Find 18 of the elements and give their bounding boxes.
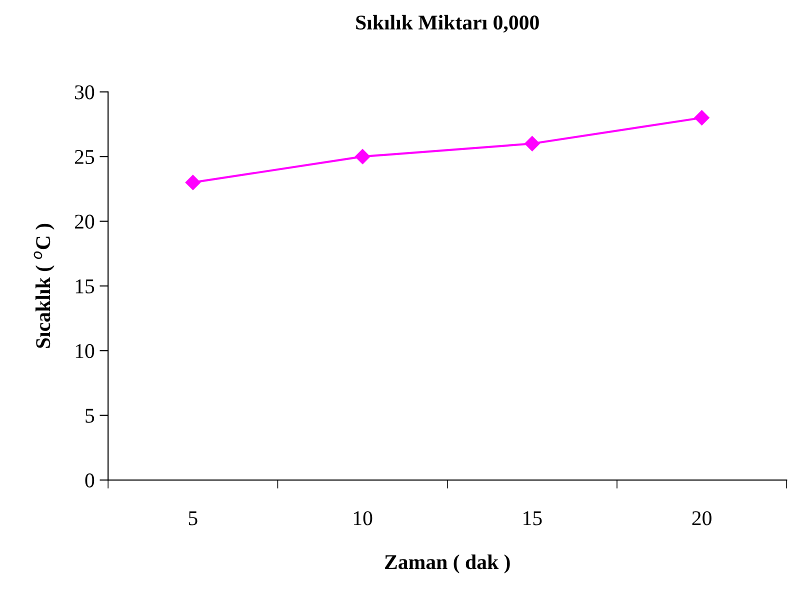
y-tick-label: 15 <box>76 279 94 294</box>
x-axis-title: Zaman ( dak ) <box>384 554 510 574</box>
chart-title: Sıkılık Miktarı 0,000 <box>356 14 539 33</box>
x-tick-label: 20 <box>692 511 712 526</box>
point <box>524 136 540 152</box>
y-tick-label: 5 <box>86 408 94 423</box>
x-tick-label: 10 <box>354 511 372 526</box>
x-tick-label: 5 <box>188 511 198 526</box>
y-axis-title: Sıcaklık ( $^{o}$C ) <box>34 224 54 348</box>
y-tick-label: 25 <box>74 150 94 164</box>
y-tick-label: 20 <box>74 214 94 229</box>
point <box>694 110 710 126</box>
y-tick-label: 30 <box>75 85 94 100</box>
point <box>354 149 370 164</box>
y-tick-label: 10 <box>76 344 94 358</box>
point <box>185 174 200 190</box>
x-tick-label: 15 <box>524 511 542 526</box>
y-tick-label: 0 <box>85 473 94 488</box>
